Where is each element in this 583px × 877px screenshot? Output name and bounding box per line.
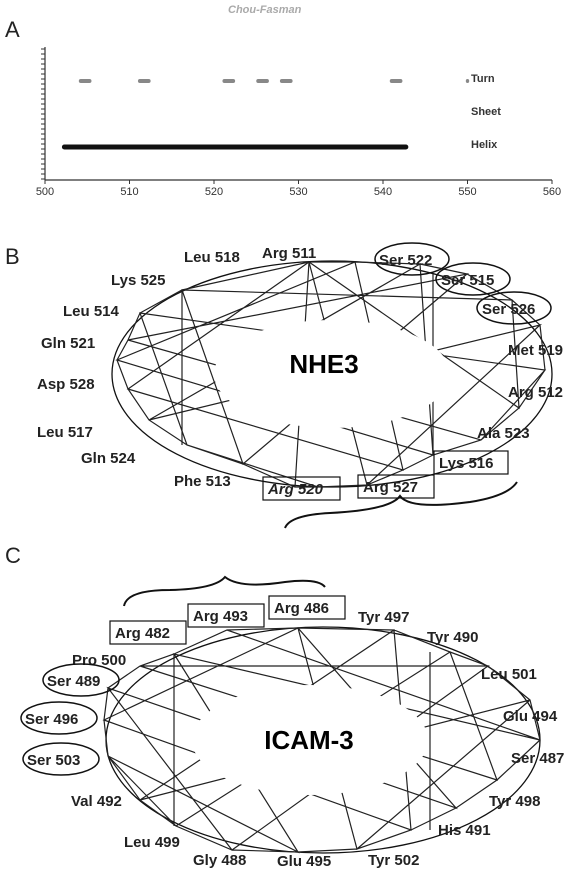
x-tick-label: 550 xyxy=(458,186,476,198)
helical-wheel-icam3: ICAM-3 Arg 493 Arg 486 Tyr 497 Arg 482 T… xyxy=(20,575,564,870)
arg527-box xyxy=(357,474,435,499)
residue-lys525: Lys 525 xyxy=(111,272,166,289)
turn-segment xyxy=(389,79,403,83)
residue-tyr502: Tyr 502 xyxy=(368,852,419,869)
structure-segments xyxy=(61,79,470,150)
residue-arg520: Arg 520 xyxy=(267,481,324,498)
residue-leu501: Leu 501 xyxy=(481,666,537,683)
residue-arg482: Arg 482 xyxy=(115,625,170,642)
turn-segment xyxy=(78,79,92,83)
residue-his491: His 491 xyxy=(438,822,491,839)
helical-wheel-nhe3: NHE3 Leu 518 Arg 511 Ser 522 Lys 525 Ser… xyxy=(37,242,563,529)
x-tick-label: 530 xyxy=(289,186,307,198)
arg493-box xyxy=(187,603,265,628)
residue-phe513: Phe 513 xyxy=(174,473,231,490)
cluster-brace xyxy=(284,481,518,529)
ser503-highlight xyxy=(22,742,100,776)
arg486-box xyxy=(268,595,346,620)
residue-leu518: Leu 518 xyxy=(184,249,240,266)
residue-gln524: Gln 524 xyxy=(81,450,136,467)
residue-ser526: Ser 526 xyxy=(482,301,535,318)
x-tick-label: 560 xyxy=(543,186,561,198)
ser526-highlight xyxy=(476,291,552,325)
residue-tyr498: Tyr 498 xyxy=(489,793,540,810)
cluster-brace xyxy=(123,575,326,607)
arg520-box xyxy=(262,476,341,501)
panel-label-b: B xyxy=(5,244,20,269)
residue-ser503: Ser 503 xyxy=(27,752,80,769)
turn-segment xyxy=(256,79,269,83)
residue-gln521: Gln 521 xyxy=(41,335,95,352)
residue-ala523: Ala 523 xyxy=(477,425,530,442)
chart-title: Chou-Fasman xyxy=(228,4,302,16)
residue-ser489: Ser 489 xyxy=(47,673,100,690)
residue-asp528: Asp 528 xyxy=(37,376,95,393)
helix-segment xyxy=(61,144,409,150)
residue-arg511: Arg 511 xyxy=(262,245,316,262)
residue-arg493: Arg 493 xyxy=(193,608,248,625)
residue-tyr497: Tyr 497 xyxy=(358,609,409,626)
residue-leu514: Leu 514 xyxy=(63,303,120,320)
residue-met519: Met 519 xyxy=(508,342,563,359)
residue-gly488: Gly 488 xyxy=(193,852,246,869)
arg482-box xyxy=(109,620,187,645)
residue-ser515: Ser 515 xyxy=(441,272,494,289)
ser496-highlight xyxy=(20,701,98,735)
residue-glu495: Glu 495 xyxy=(277,853,331,870)
residue-glu494: Glu 494 xyxy=(503,708,558,725)
lys516-box xyxy=(433,450,509,475)
ser522-highlight xyxy=(374,242,450,276)
panel-label-c: C xyxy=(5,543,21,568)
chou-fasman-chart: 500 510 520 530 540 550 560 Turn Sheet Helix xyxy=(36,47,561,198)
y-axis-ticks xyxy=(41,48,45,180)
turn-segment xyxy=(137,79,151,83)
residue-arg486: Arg 486 xyxy=(274,600,329,617)
residue-leu517: Leu 517 xyxy=(37,424,93,441)
x-tick-label: 520 xyxy=(205,186,223,198)
legend-turn: Turn xyxy=(471,73,495,85)
legend-helix: Helix xyxy=(471,139,498,151)
residue-arg527: Arg 527 xyxy=(363,479,418,496)
legend-sheet: Sheet xyxy=(471,106,501,118)
wheel-center-area xyxy=(192,685,428,795)
turn-segment xyxy=(222,79,236,83)
x-axis-ticks: 500 510 520 530 540 550 560 xyxy=(36,180,561,198)
residue-arg512: Arg 512 xyxy=(508,384,563,401)
residue-ser487: Ser 487 xyxy=(511,750,564,767)
x-tick-label: 500 xyxy=(36,186,54,198)
wheel-center-label: ICAM-3 xyxy=(264,725,354,755)
turn-segment xyxy=(465,79,470,83)
ser515-highlight xyxy=(435,262,511,296)
residue-lys516: Lys 516 xyxy=(439,455,494,472)
x-tick-label: 510 xyxy=(120,186,138,198)
residue-tyr490: Tyr 490 xyxy=(427,629,478,646)
turn-segment xyxy=(279,79,293,83)
residue-val492: Val 492 xyxy=(71,793,122,810)
residue-leu499: Leu 499 xyxy=(124,834,180,851)
residue-ser522: Ser 522 xyxy=(379,252,432,269)
x-tick-label: 540 xyxy=(374,186,392,198)
wheel-center-area xyxy=(214,320,450,428)
ser489-highlight xyxy=(42,663,120,697)
wheel-center-label: NHE3 xyxy=(289,349,358,379)
residue-ser496: Ser 496 xyxy=(25,711,78,728)
panel-label-a: A xyxy=(5,17,20,42)
